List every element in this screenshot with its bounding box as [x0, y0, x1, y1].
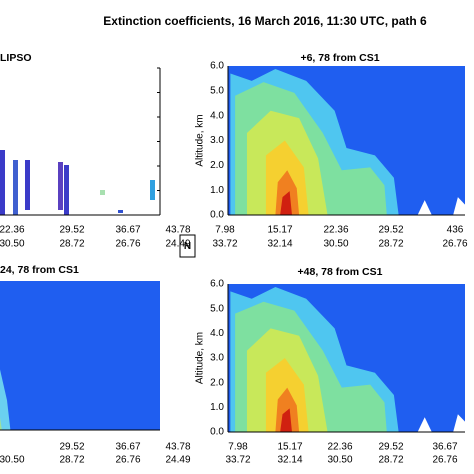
x-tick-label: 7.98 — [228, 442, 248, 453]
x-tick-label: 28.72 — [378, 239, 403, 250]
x-tick-label: 436 — [447, 225, 464, 236]
x-tick-label: 29.52 — [59, 442, 84, 453]
x-tick-label: 26.76 — [432, 455, 457, 466]
x-tick-label: 29.52 — [378, 442, 403, 453]
x-tick-label: 33.72 — [212, 239, 237, 250]
y-tick-label: 6.0 — [210, 279, 224, 290]
north-box — [179, 234, 196, 258]
x-tick-label: 32.14 — [267, 239, 292, 250]
figure-title: Extinction coefficients, 16 March 2016, … — [103, 14, 427, 28]
aerosol-layer — [0, 369, 11, 430]
y-tick-label: 4.0 — [210, 110, 224, 121]
x-tick-label: 26.76 — [115, 239, 140, 250]
y-axis-label: Altitude, km — [195, 114, 206, 166]
ground — [417, 414, 465, 433]
aerosol-layer — [275, 387, 300, 432]
x-tick-label: 30.50 — [327, 455, 352, 466]
x-tick-label: 28.72 — [378, 455, 403, 466]
profile-segment — [25, 160, 30, 210]
x-tick-label: 29.52 — [59, 225, 84, 236]
x-tick-label: 26.76 — [442, 239, 467, 250]
panel-title: 24, 78 from CS1 — [0, 264, 79, 276]
y-tick-label: 5.0 — [210, 303, 224, 314]
aerosol-layer — [280, 408, 292, 432]
panel-title: +48, 78 from CS1 — [298, 266, 383, 278]
x-tick-label: 36.67 — [432, 442, 457, 453]
x-tick-label: 22.36 — [0, 225, 25, 236]
profile-segment — [58, 162, 63, 210]
x-tick-label: 29.52 — [378, 225, 403, 236]
y-tick-label: 0.0 — [210, 427, 224, 438]
x-tick-label: 22.36 — [327, 442, 352, 453]
x-tick-label: 36.67 — [115, 225, 140, 236]
aerosol-layer — [0, 417, 2, 430]
y-tick-label: 2.0 — [210, 160, 224, 171]
y-tick-label: 1.0 — [210, 402, 224, 413]
x-tick-label: 15.17 — [267, 225, 292, 236]
x-tick-label: 28.72 — [59, 455, 84, 466]
panel-title: +6, 78 from CS1 — [300, 52, 379, 64]
ground — [417, 197, 465, 216]
x-tick-label: 43.78 — [165, 442, 190, 453]
y-axis-label: Altitude, km — [195, 332, 206, 384]
profile-segment — [13, 160, 18, 215]
panel-title: LIPSO — [0, 52, 32, 64]
x-tick-label: 33.72 — [225, 455, 250, 466]
x-tick-label: 15.17 — [277, 442, 302, 453]
y-tick-label: 0.0 — [210, 210, 224, 221]
profile-segment — [64, 165, 69, 215]
y-tick-label: 1.0 — [210, 185, 224, 196]
x-tick-label: 30.50 — [0, 239, 25, 250]
x-tick-label: 24.49 — [165, 455, 190, 466]
x-tick-label: 32.14 — [277, 455, 302, 466]
x-tick-label: 24.49 — [165, 239, 190, 250]
x-tick-label: 30.50 — [0, 455, 25, 466]
aerosol-layer — [275, 170, 300, 215]
curtain-background — [0, 68, 160, 215]
y-tick-label: 4.0 — [210, 328, 224, 339]
x-tick-label: 28.72 — [59, 239, 84, 250]
profile-segment — [0, 150, 5, 215]
x-tick-label: 43.78 — [165, 225, 190, 236]
x-tick-label: 30.50 — [323, 239, 348, 250]
y-tick-label: 5.0 — [210, 85, 224, 96]
north-label: N — [184, 241, 191, 252]
profile-segment — [150, 180, 155, 200]
x-tick-label: 36.67 — [115, 442, 140, 453]
profile-segment — [118, 210, 123, 213]
y-tick-label: 2.0 — [210, 377, 224, 388]
aerosol-layer — [280, 191, 292, 215]
profile-segment — [100, 190, 105, 195]
x-tick-label: 7.98 — [215, 225, 235, 236]
y-tick-label: 3.0 — [210, 135, 224, 146]
y-tick-label: 3.0 — [210, 353, 224, 364]
y-tick-label: 6.0 — [210, 61, 224, 72]
x-tick-label: 26.76 — [115, 455, 140, 466]
curtain-background — [0, 281, 160, 430]
x-tick-label: 22.36 — [323, 225, 348, 236]
